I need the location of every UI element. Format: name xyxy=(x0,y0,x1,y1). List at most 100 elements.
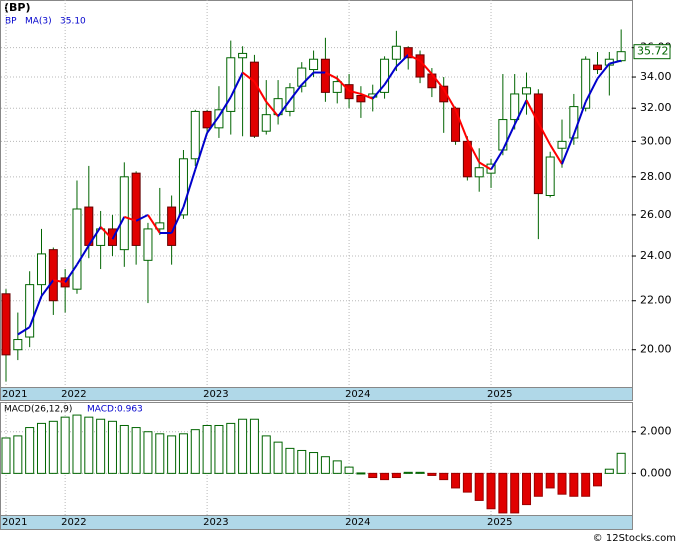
x-tick-label: 2023 xyxy=(203,389,228,400)
macd-bar xyxy=(498,472,508,514)
ma-line xyxy=(76,244,90,266)
ma-line xyxy=(135,214,149,222)
ma-line xyxy=(170,206,185,234)
candle-body xyxy=(72,208,82,290)
ma-line xyxy=(336,77,350,92)
y-tick-label: 22.00 xyxy=(640,294,672,307)
ma-line xyxy=(360,93,374,100)
y-tick-label: 32.00 xyxy=(640,101,672,114)
macd-bar xyxy=(143,431,153,474)
ma-line xyxy=(111,216,126,240)
ma-line xyxy=(348,89,362,95)
candle-body xyxy=(249,61,259,137)
ma-line xyxy=(206,115,220,134)
candle-body xyxy=(439,85,449,103)
candle-body xyxy=(214,109,224,129)
macd-bar xyxy=(178,433,188,474)
macd-bar xyxy=(96,418,106,474)
ma-line xyxy=(123,215,137,222)
ma-line xyxy=(490,149,504,171)
ma-line xyxy=(466,139,481,163)
x-tick-label: 2022 xyxy=(61,517,86,528)
x-tick-label: 2024 xyxy=(345,389,370,400)
macd-bar xyxy=(451,472,461,489)
macd-bar xyxy=(545,472,555,489)
candle-body xyxy=(48,249,58,302)
ma-line xyxy=(596,63,611,80)
macd-bar xyxy=(309,452,319,474)
macd-bar xyxy=(202,424,212,474)
ma-line xyxy=(442,88,457,111)
macd-bar xyxy=(344,466,354,474)
candle-body xyxy=(510,93,520,121)
ma-line xyxy=(301,71,315,86)
macd-bar xyxy=(13,435,23,474)
candle-body xyxy=(616,51,626,62)
candle-body xyxy=(533,93,543,195)
candle-body xyxy=(119,176,129,251)
candle-body xyxy=(25,284,35,338)
candle-body xyxy=(415,54,425,78)
ma-line xyxy=(395,54,409,68)
macd-bar xyxy=(581,472,591,497)
y-tick-label: 28.00 xyxy=(640,170,672,183)
macd-bar xyxy=(320,456,330,474)
macd-bar xyxy=(261,435,271,474)
y-tick-label: 0.000 xyxy=(640,466,672,479)
macd-bar xyxy=(569,472,579,497)
candle-body xyxy=(309,58,319,71)
macd-bar xyxy=(84,416,94,474)
macd-bar xyxy=(462,472,472,493)
candle-body xyxy=(522,87,532,95)
macd-value: MACD:0.963 xyxy=(87,405,143,415)
macd-bar xyxy=(439,472,449,481)
candle-body xyxy=(36,253,46,286)
x-tick-label: 2021 xyxy=(2,517,27,528)
x-tick-label: 2025 xyxy=(487,517,512,528)
macd-bar xyxy=(249,418,259,474)
macd-bar xyxy=(403,471,413,474)
legend-ma-value: 35.10 xyxy=(60,17,86,27)
macd-bar xyxy=(391,472,401,479)
ma-line xyxy=(229,72,244,98)
ma-line xyxy=(572,101,587,135)
candle-body xyxy=(593,64,602,71)
ma-line xyxy=(265,101,279,117)
macd-bar xyxy=(533,472,543,497)
macd-bar xyxy=(119,424,129,474)
x-tick-label: 2025 xyxy=(487,389,512,400)
macd-bar xyxy=(356,472,366,475)
macd-bar xyxy=(380,472,390,481)
ma-line xyxy=(289,84,303,101)
ma-line xyxy=(371,84,386,100)
ma-line xyxy=(525,99,540,124)
macd-bar xyxy=(238,418,248,474)
ma-line xyxy=(383,66,398,86)
macd-bar xyxy=(36,422,46,474)
candle-body xyxy=(238,52,248,59)
macd-bar xyxy=(167,435,177,474)
ma-line xyxy=(513,99,528,125)
macd-bar xyxy=(285,447,295,474)
candle-body xyxy=(190,110,200,160)
x-tick-label: 2022 xyxy=(61,389,86,400)
ma-line xyxy=(253,81,268,103)
macd-legend: MACD(26,12,9) xyxy=(4,405,72,415)
x-tick-label: 2023 xyxy=(203,517,228,528)
candle-body xyxy=(131,172,141,246)
ma-line xyxy=(407,53,421,62)
candle-body xyxy=(557,140,567,149)
ma-line xyxy=(537,122,552,146)
macd-bar xyxy=(368,472,378,479)
macd-bar xyxy=(214,424,224,474)
candle-body xyxy=(320,58,330,93)
ma-line xyxy=(478,161,492,171)
y-tick-label: 34.00 xyxy=(640,70,672,83)
y-tick-label: 30.00 xyxy=(640,134,672,147)
candle-body xyxy=(545,156,555,197)
candle-body xyxy=(332,81,342,93)
ma-line xyxy=(324,71,338,80)
ma-line xyxy=(182,169,197,208)
